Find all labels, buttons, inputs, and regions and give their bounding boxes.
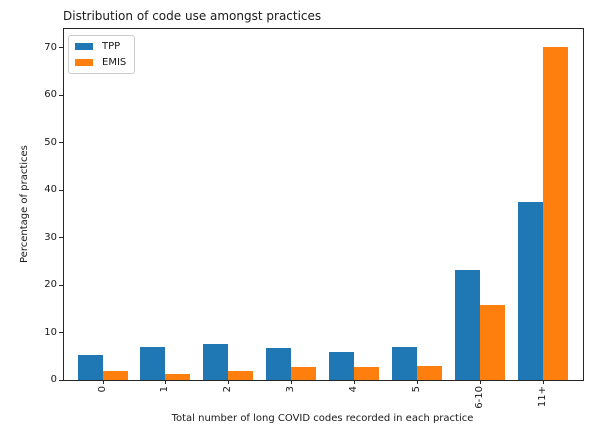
x-tick-mark — [416, 380, 418, 384]
bar-emis-5 — [416, 365, 442, 380]
y-tick-label: 20 — [44, 279, 57, 291]
y-tick-mark — [59, 142, 63, 144]
y-tick-label: 60 — [44, 89, 57, 101]
bar-emis-1 — [165, 373, 191, 380]
y-tick-mark — [59, 379, 63, 381]
x-tick-mark — [542, 380, 544, 384]
x-tick-label: 6-10 — [473, 386, 485, 409]
x-tick-mark — [291, 380, 293, 384]
y-tick-mark — [59, 332, 63, 334]
legend-entry-tpp: TPP — [75, 40, 126, 53]
bar-tpp-1 — [140, 347, 166, 380]
x-tick-label: 0 — [96, 386, 108, 393]
bar-tpp-5 — [391, 346, 417, 380]
x-tick-mark — [479, 380, 481, 384]
legend-label-emis: EMIS — [102, 56, 127, 68]
bar-tpp-0 — [77, 354, 103, 380]
y-tick-mark — [59, 94, 63, 96]
bar-emis-6-10 — [479, 305, 505, 380]
y-tick-label: 30 — [44, 231, 57, 243]
x-tick-label: 2 — [222, 386, 234, 393]
x-tick-label: 4 — [347, 386, 359, 393]
y-tick-mark — [59, 47, 63, 49]
x-tick-label: 1 — [159, 386, 171, 393]
y-tick-mark — [59, 284, 63, 286]
bar-emis-0 — [102, 370, 128, 380]
x-tick-mark — [228, 380, 230, 384]
bar-emis-4 — [353, 366, 379, 380]
x-tick-mark — [102, 380, 104, 384]
bar-tpp-3 — [266, 347, 292, 380]
x-tick-mark — [165, 380, 167, 384]
y-tick-label: 10 — [44, 326, 57, 338]
x-tick-label: 11+ — [536, 386, 548, 408]
y-tick-label: 70 — [44, 41, 57, 53]
y-tick-mark — [59, 237, 63, 239]
tpp-color-swatch — [75, 43, 93, 50]
y-tick-mark — [59, 189, 63, 191]
bar-tpp-4 — [328, 352, 354, 380]
bar-tpp-2 — [203, 344, 229, 380]
bar-tpp-6-10 — [454, 269, 480, 380]
x-tick-label: 5 — [410, 386, 422, 393]
y-tick-label: 50 — [44, 136, 57, 148]
x-tick-mark — [353, 380, 355, 384]
emis-color-swatch — [75, 59, 93, 66]
legend-label-tpp: TPP — [102, 40, 121, 52]
chart-title: Distribution of code use amongst practic… — [63, 9, 322, 23]
plot-area: TPP EMIS 0 10 20 30 40 50 60 70 0 1 2 3 4 5 6-10 11+ — [44, 28, 584, 409]
bar-emis-2 — [228, 370, 254, 380]
bar-emis-11+ — [542, 46, 568, 380]
bar-emis-3 — [291, 366, 317, 380]
legend: TPP EMIS — [68, 35, 136, 74]
y-tick-label: 0 — [50, 374, 57, 385]
legend-entry-emis: EMIS — [75, 56, 126, 69]
bar-tpp-11+ — [517, 202, 543, 380]
x-axis-label: Total number of long COVID codes recorde… — [171, 413, 474, 424]
x-tick-label: 3 — [285, 386, 297, 393]
y-tick-label: 40 — [44, 184, 57, 196]
